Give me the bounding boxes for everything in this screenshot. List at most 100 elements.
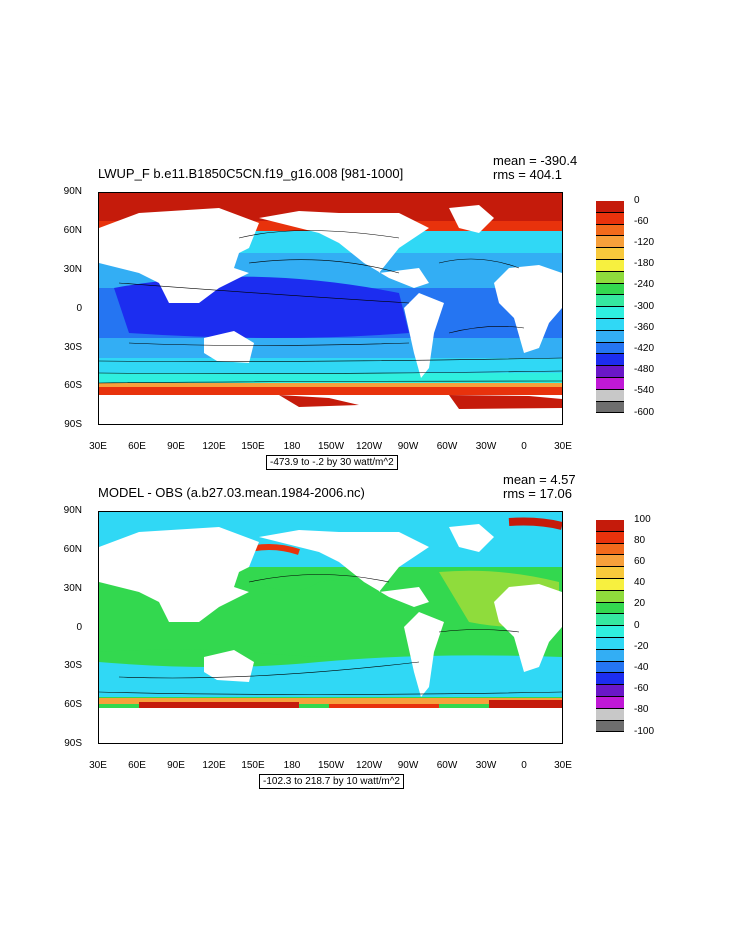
colorbar-label: -420 bbox=[634, 343, 655, 354]
colorbar-swatch bbox=[596, 720, 624, 733]
lon-label: 90W bbox=[397, 760, 419, 771]
colorbar-swatch bbox=[596, 307, 624, 319]
lon-label: 180 bbox=[283, 441, 301, 452]
colorbar-swatch bbox=[596, 271, 624, 284]
colorbar-swatch bbox=[596, 366, 624, 378]
lon-label: 0 bbox=[521, 760, 527, 771]
lat-label: 30S bbox=[64, 660, 82, 671]
lat-label: 60N bbox=[63, 544, 82, 555]
colorbar-swatch bbox=[596, 602, 624, 615]
colorbar-label: 100 bbox=[634, 514, 651, 525]
colorbar-label: -60 bbox=[634, 216, 649, 227]
colorbar-label: -120 bbox=[634, 237, 655, 248]
colorbar-swatch bbox=[596, 543, 624, 556]
lon-label: 60E bbox=[128, 441, 146, 452]
mean-value: mean = -390.4 bbox=[493, 153, 578, 168]
colorbar-swatch bbox=[596, 649, 624, 662]
colorbar-swatch bbox=[596, 626, 624, 638]
colorbar-label: 40 bbox=[634, 577, 646, 588]
lon-label: 150W bbox=[317, 760, 345, 771]
map-field bbox=[99, 193, 562, 424]
colorbar-label: -240 bbox=[634, 279, 655, 290]
lon-label: 150E bbox=[241, 760, 265, 771]
colorbar-label: 60 bbox=[634, 556, 646, 567]
colorbar-swatch bbox=[596, 248, 624, 260]
colorbar-label: -60 bbox=[634, 683, 649, 694]
lon-label: 120W bbox=[355, 760, 383, 771]
colorbar-label: 80 bbox=[634, 535, 646, 546]
colorbar-swatch bbox=[596, 531, 624, 544]
lat-label: 60N bbox=[63, 225, 82, 236]
colorbar-swatch bbox=[596, 637, 624, 650]
lat-label: 30S bbox=[64, 342, 82, 353]
lat-label: 60S bbox=[64, 380, 82, 391]
colorbar-label: 0 bbox=[634, 195, 640, 206]
rms-value: rms = 404.1 bbox=[493, 167, 563, 182]
stats-block: mean = -390.4 rms = 404.1 bbox=[493, 154, 577, 182]
colorbar bbox=[596, 201, 624, 414]
colorbar-swatch bbox=[596, 696, 624, 709]
lat-label: 90S bbox=[64, 419, 82, 430]
colorbar-label: -100 bbox=[634, 726, 655, 737]
lon-label: 30E bbox=[554, 760, 572, 771]
colorbar-swatch bbox=[596, 342, 624, 355]
rms-value: rms = 17.06 bbox=[503, 486, 573, 501]
colorbar-swatch bbox=[596, 389, 624, 402]
map-field bbox=[99, 512, 562, 743]
lat-label: 30N bbox=[63, 583, 82, 594]
stats-block: mean = 4.57 rms = 17.06 bbox=[503, 473, 576, 501]
lat-label: 30N bbox=[63, 264, 82, 275]
colorbar-swatch bbox=[596, 330, 624, 343]
lon-label: 60E bbox=[128, 760, 146, 771]
lon-label: 150E bbox=[241, 441, 265, 452]
colorbar-swatch bbox=[596, 283, 624, 296]
colorbar-swatch bbox=[596, 212, 624, 225]
colorbar-swatch bbox=[596, 708, 624, 721]
lon-label: 0 bbox=[521, 441, 527, 452]
lon-label: 180 bbox=[283, 760, 301, 771]
colorbar bbox=[596, 520, 624, 733]
colorbar-swatch bbox=[596, 567, 624, 579]
colorbar-swatch bbox=[596, 590, 624, 603]
colorbar-swatch bbox=[596, 318, 624, 331]
lon-label: 30E bbox=[89, 441, 107, 452]
map-plot bbox=[98, 192, 563, 425]
lon-label: 150W bbox=[317, 441, 345, 452]
lon-label: 120E bbox=[202, 441, 226, 452]
colorbar-swatch bbox=[596, 685, 624, 697]
lat-label: 90N bbox=[63, 505, 82, 516]
colorbar-swatch bbox=[596, 259, 624, 272]
colorbar-swatch bbox=[596, 377, 624, 390]
colorbar-swatch bbox=[596, 520, 624, 532]
lon-label: 90E bbox=[167, 760, 185, 771]
colorbar-swatch bbox=[596, 201, 624, 213]
colorbar-swatch bbox=[596, 236, 624, 249]
colorbar-label: 20 bbox=[634, 598, 646, 609]
lon-label: 120W bbox=[355, 441, 383, 452]
colorbar-label: -80 bbox=[634, 704, 649, 715]
lon-label: 30W bbox=[475, 441, 497, 452]
lon-label: 60W bbox=[436, 760, 458, 771]
lat-label: 90N bbox=[63, 186, 82, 197]
colorbar-label: -180 bbox=[634, 258, 655, 269]
colorbar-swatch bbox=[596, 555, 624, 568]
colorbar-swatch bbox=[596, 295, 624, 308]
colorbar-label: -540 bbox=[634, 385, 655, 396]
colorbar-swatch bbox=[596, 661, 624, 674]
contour-info-box: -102.3 to 218.7 by 10 watt/m^2 bbox=[259, 774, 404, 789]
contour-info-box: -473.9 to -.2 by 30 watt/m^2 bbox=[266, 455, 398, 470]
lat-label: 60S bbox=[64, 699, 82, 710]
colorbar-swatch bbox=[596, 673, 624, 686]
colorbar-swatch bbox=[596, 578, 624, 591]
lat-label: 0 bbox=[76, 622, 82, 633]
lon-label: 60W bbox=[436, 441, 458, 452]
lon-label: 30W bbox=[475, 760, 497, 771]
colorbar-label: -600 bbox=[634, 407, 655, 418]
colorbar-swatch bbox=[596, 401, 624, 414]
colorbar-label: -300 bbox=[634, 301, 655, 312]
lat-label: 0 bbox=[76, 303, 82, 314]
colorbar-label: -20 bbox=[634, 641, 649, 652]
colorbar-swatch bbox=[596, 614, 624, 627]
lon-label: 30E bbox=[554, 441, 572, 452]
colorbar-label: -480 bbox=[634, 364, 655, 375]
